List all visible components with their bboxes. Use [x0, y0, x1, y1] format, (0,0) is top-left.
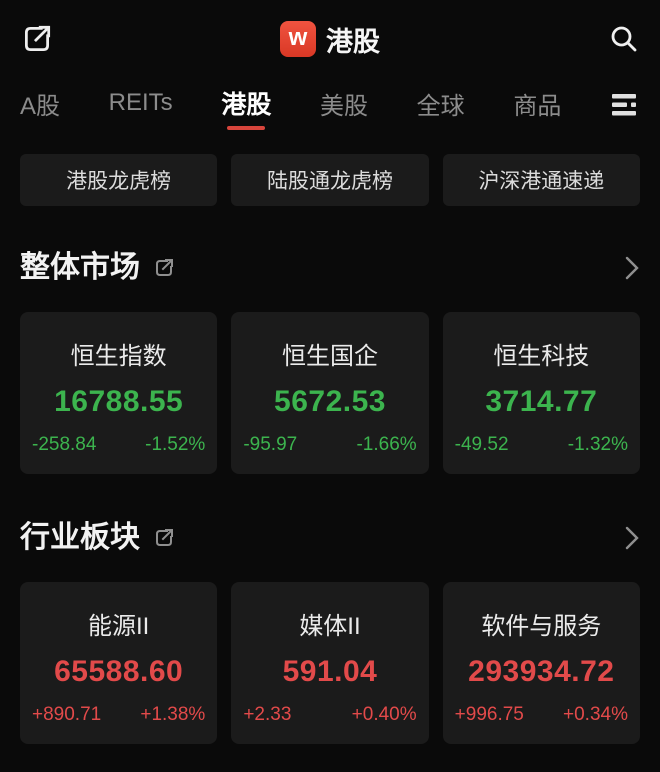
market-tab-bar: A股 REITs 港股 美股 全球 商品 — [0, 78, 660, 132]
index-card-hs-china-ent[interactable]: 恒生国企 5672.53 -95.97 -1.66% — [231, 312, 429, 474]
sector-card-software-services[interactable]: 软件与服务 293934.72 +996.75 +0.34% — [442, 582, 640, 744]
sector-pct: +1.38% — [140, 704, 206, 725]
index-pct: -1.66% — [356, 434, 417, 455]
tab-reits[interactable]: REITs — [109, 78, 173, 132]
tab-a-shares[interactable]: A股 — [20, 78, 60, 132]
index-change: -49.52 — [454, 434, 509, 455]
sector-change: +890.71 — [32, 704, 102, 725]
index-card-hang-seng[interactable]: 恒生指数 16788.55 -258.84 -1.52% — [20, 312, 218, 474]
sector-value: 293934.72 — [468, 655, 615, 688]
sector-card-media[interactable]: 媒体II 591.04 +2.33 +0.40% — [231, 582, 429, 744]
section-title: 整体市场 — [20, 251, 140, 284]
sector-card-energy[interactable]: 能源II 65588.60 +890.71 +1.38% — [20, 582, 218, 744]
sector-value: 591.04 — [282, 655, 378, 688]
page-title: 港股 — [326, 26, 380, 57]
industry-sector-cards: 能源II 65588.60 +890.71 +1.38% 媒体II 591.04… — [20, 582, 640, 744]
sector-change: +996.75 — [454, 704, 524, 725]
top-bar: w 港股 — [0, 0, 660, 78]
sector-name: 媒体II — [299, 613, 361, 640]
index-pct: -1.32% — [567, 434, 628, 455]
tab-hk-stocks-label: 港股 — [221, 91, 272, 119]
sector-pct: +0.40% — [351, 704, 417, 725]
index-name: 恒生科技 — [493, 343, 590, 370]
tab-us-stocks[interactable]: 美股 — [320, 78, 368, 132]
active-tab-underline — [227, 126, 266, 130]
tab-commodities[interactable]: 商品 — [513, 78, 561, 132]
index-change: -95.97 — [243, 434, 298, 455]
sector-change: +2.33 — [243, 704, 292, 725]
hk-dragon-tiger-button[interactable]: 港股龙虎榜 — [20, 154, 218, 206]
share-icon[interactable] — [152, 256, 176, 280]
section-title: 行业板块 — [20, 521, 140, 554]
chevron-right-icon[interactable] — [624, 254, 640, 282]
index-change: -258.84 — [32, 434, 97, 455]
search-icon[interactable] — [608, 23, 640, 55]
index-value: 16788.55 — [54, 385, 184, 418]
index-name: 恒生指数 — [70, 343, 167, 370]
sector-value: 65588.60 — [54, 655, 184, 688]
overall-market-cards: 恒生指数 16788.55 -258.84 -1.52% 恒生国企 5672.5… — [20, 312, 640, 474]
share-icon[interactable] — [152, 526, 176, 550]
wind-logo: w — [280, 21, 316, 57]
tab-hk-stocks[interactable]: 港股 — [221, 78, 271, 132]
index-pct: -1.52% — [145, 434, 206, 455]
index-card-hs-tech[interactable]: 恒生科技 3714.77 -49.52 -1.32% — [442, 312, 640, 474]
sector-name: 软件与服务 — [481, 613, 602, 640]
chevron-right-icon[interactable] — [624, 524, 640, 552]
stock-connect-express-button[interactable]: 沪深港通速递 — [442, 154, 640, 206]
external-link-icon[interactable] — [20, 22, 54, 56]
list-menu-icon[interactable] — [610, 92, 640, 118]
index-value: 5672.53 — [274, 385, 386, 418]
northbound-dragon-tiger-button[interactable]: 陆股通龙虎榜 — [231, 154, 429, 206]
app-header-brand: w 港股 — [0, 0, 660, 78]
quick-links-row: 港股龙虎榜 陆股通龙虎榜 沪深港通速递 — [20, 154, 640, 206]
tab-global[interactable]: 全球 — [417, 78, 465, 132]
sector-name: 能源II — [87, 613, 150, 640]
index-name: 恒生国企 — [281, 343, 378, 370]
index-value: 3714.77 — [485, 385, 598, 418]
sector-pct: +0.34% — [563, 704, 628, 725]
industry-sector-section-header: 行业板块 — [20, 518, 640, 558]
overall-market-section-header: 整体市场 — [20, 248, 640, 288]
